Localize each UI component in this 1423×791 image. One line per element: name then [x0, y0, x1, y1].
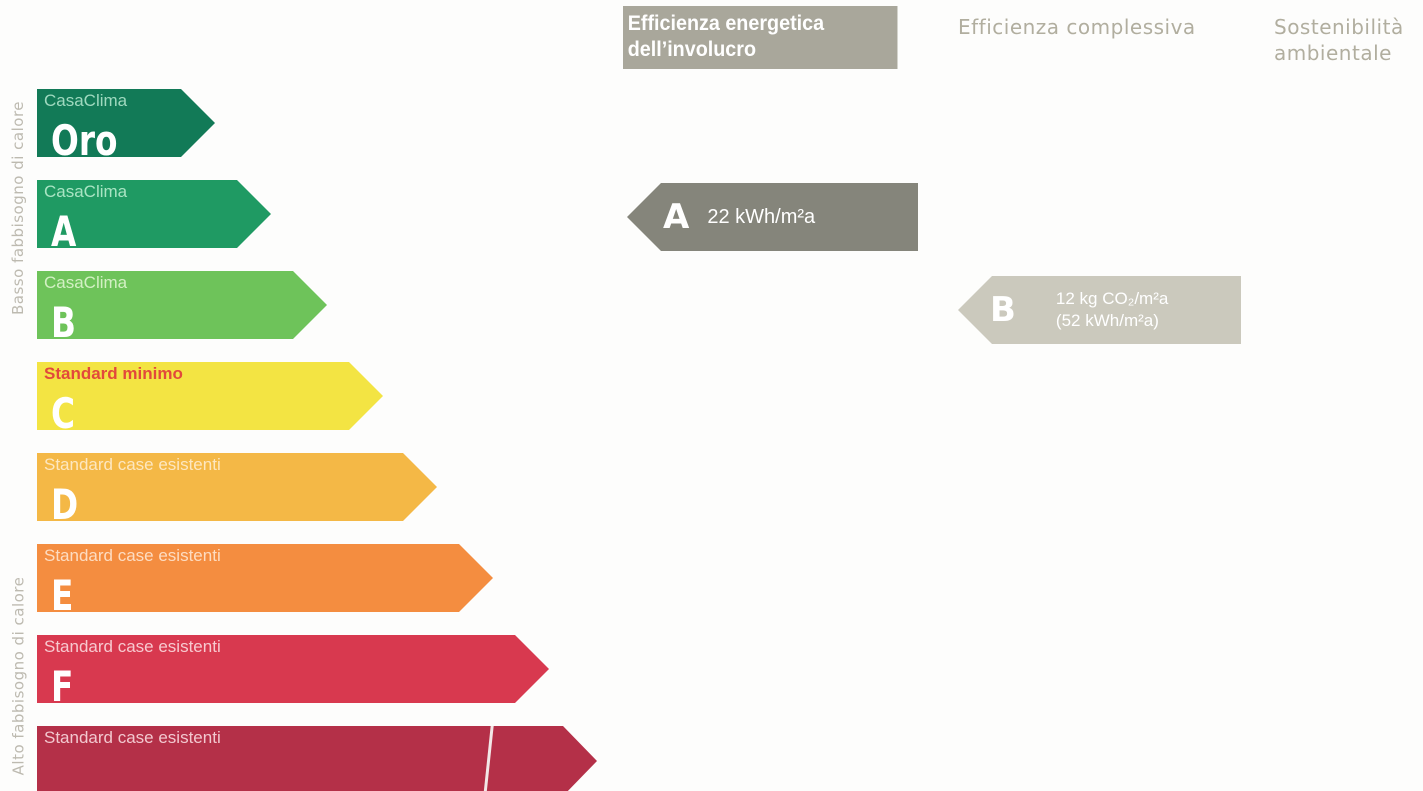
energy-class-f: Standard case esistenti F	[37, 635, 549, 703]
energy-class-caption: Standard case esistenti	[44, 546, 221, 565]
energy-class-letter: E	[51, 571, 74, 612]
envelope-header-line1: Efficienza energetica	[627, 12, 825, 35]
overall-result-value-line1: 12 kg CO₂/m²a	[1055, 289, 1169, 308]
overall-result-arrow: B 12 kg CO₂/m²a (52 kWh/m²a)	[958, 276, 1241, 344]
energy-class-caption: CasaClima	[44, 182, 128, 201]
energy-class-letter: D	[51, 480, 79, 521]
energy-class-letter: C	[51, 389, 76, 430]
envelope-result-letter: A	[663, 197, 690, 237]
envelope-header-line2: dell’involucro	[627, 38, 757, 61]
sustainability-header: Sostenibilità ambientale	[1274, 14, 1423, 66]
overall-efficiency-header: Efficienza complessiva	[958, 15, 1196, 39]
energy-class-oro: CasaClima Oro	[37, 89, 215, 157]
high-heat-demand-text: Alto fabbisogno di calore	[9, 576, 27, 775]
energy-class-c: Standard minimo C	[37, 362, 383, 430]
energy-class-letter: B	[51, 298, 76, 339]
energy-class-caption: Standard minimo	[44, 364, 183, 383]
overall-result-letter: B	[990, 290, 1016, 330]
sustainability-header-line2: ambientale	[1274, 41, 1392, 65]
sustainability-header-line1: Sostenibilità	[1274, 15, 1404, 39]
energy-class-caption: Standard case esistenti	[44, 637, 221, 656]
energy-class-caption: Standard case esistenti	[44, 728, 221, 747]
bar-crack	[483, 726, 493, 791]
low-heat-demand-label: Basso fabbisogno di calore	[0, 85, 36, 330]
energy-class-d: Standard case esistenti D	[37, 453, 437, 521]
low-heat-demand-text: Basso fabbisogno di calore	[9, 100, 28, 315]
energy-class-a: CasaClima A	[37, 180, 271, 248]
energy-class-caption: CasaClima	[44, 91, 128, 110]
high-heat-demand-label: Alto fabbisogno di calore	[0, 560, 36, 791]
energy-class-e: Standard case esistenti E	[37, 544, 493, 612]
overall-result-value: 12 kg CO₂/m²a (52 kWh/m²a)	[1056, 288, 1168, 332]
envelope-result-value: 22 kWh/m²a	[707, 205, 816, 228]
envelope-result-arrow: A 22 kWh/m²a	[627, 183, 918, 251]
envelope-efficiency-header: Efficienza energetica dell’involucro	[623, 6, 898, 69]
energy-class-caption: CasaClima	[44, 273, 128, 292]
energy-class-letter: Oro	[51, 116, 118, 157]
energy-class-letter: F	[51, 662, 74, 703]
energy-class-g: Standard case esistenti	[37, 726, 597, 791]
energy-class-caption: Standard case esistenti	[44, 455, 221, 474]
energy-class-b: CasaClima B	[37, 271, 327, 339]
overall-result-value-line2: (52 kWh/m²a)	[1055, 311, 1159, 330]
energy-class-letter: A	[51, 207, 77, 248]
